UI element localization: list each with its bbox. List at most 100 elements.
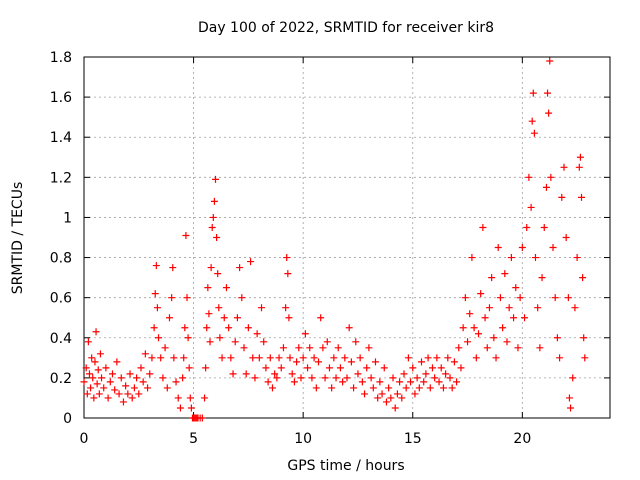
data-point: [247, 258, 255, 266]
data-point: [172, 378, 180, 386]
data-point: [310, 354, 318, 362]
data-point: [98, 374, 106, 382]
data-point: [96, 350, 104, 358]
data-point: [345, 324, 353, 332]
data-point: [424, 354, 432, 362]
data-point: [85, 370, 93, 378]
data-point: [565, 394, 573, 402]
data-point: [317, 314, 325, 322]
data-point: [122, 382, 130, 390]
data-point: [282, 304, 290, 312]
data-point: [538, 274, 546, 282]
data-point: [206, 338, 214, 346]
data-point: [400, 370, 408, 378]
data-point: [402, 384, 410, 392]
data-point: [253, 330, 261, 338]
data-point: [244, 324, 252, 332]
data-point: [100, 384, 108, 392]
data-point: [163, 384, 171, 392]
y-tick-label: 0.2: [50, 371, 72, 387]
data-point: [108, 370, 116, 378]
data-point: [470, 324, 478, 332]
y-tick-label: 1.4: [50, 130, 72, 146]
data-point: [92, 328, 100, 336]
data-point: [439, 384, 447, 392]
data-point: [115, 390, 123, 398]
data-point: [208, 223, 216, 231]
data-point: [203, 324, 211, 332]
data-point: [510, 314, 518, 322]
data-point: [215, 304, 223, 312]
data-point: [128, 394, 136, 402]
data-point: [382, 398, 390, 406]
data-point: [556, 354, 564, 362]
data-point: [393, 390, 401, 398]
data-point: [266, 354, 274, 362]
data-point: [398, 394, 406, 402]
data-point: [212, 175, 219, 183]
data-point: [90, 394, 98, 402]
y-tick-label: 0: [63, 411, 72, 427]
data-point: [352, 338, 360, 346]
y-tick-label: 1.6: [50, 90, 72, 106]
y-tick-label: 0.4: [50, 331, 72, 347]
data-point: [551, 294, 559, 302]
data-point: [155, 334, 163, 342]
x-tick-label: 15: [404, 431, 422, 447]
data-point: [89, 374, 97, 382]
data-point: [210, 197, 218, 205]
data-point: [180, 354, 188, 362]
data-point: [575, 163, 583, 171]
data-point: [319, 344, 327, 352]
data-point: [159, 374, 167, 382]
data-point: [222, 284, 230, 292]
data-point: [262, 364, 270, 372]
data-point: [182, 231, 190, 239]
data-point: [207, 264, 215, 272]
data-point: [347, 358, 355, 366]
data-point: [501, 270, 509, 278]
data-point: [268, 384, 276, 392]
data-point: [530, 129, 538, 137]
data-point: [418, 358, 426, 366]
data-point: [459, 324, 467, 332]
data-point: [503, 338, 511, 346]
data-point: [544, 89, 552, 97]
data-point: [214, 270, 222, 278]
data-points: [80, 57, 589, 422]
plot-frame: [83, 56, 611, 419]
data-point: [453, 378, 461, 386]
y-tick-label: 1.2: [50, 170, 72, 186]
data-point: [525, 173, 533, 181]
data-point: [225, 324, 233, 332]
data-point: [542, 183, 550, 191]
data-point: [490, 334, 498, 342]
data-point: [494, 244, 502, 252]
data-point: [144, 384, 152, 392]
data-point: [448, 384, 456, 392]
data-point: [374, 394, 382, 402]
data-point: [367, 374, 375, 382]
data-point: [562, 234, 570, 241]
data-point: [283, 254, 291, 262]
data-point: [564, 294, 572, 302]
grid-lines: [84, 57, 610, 418]
data-point: [102, 364, 110, 372]
data-point: [104, 394, 112, 402]
data-point: [350, 384, 358, 392]
data-point: [540, 223, 548, 231]
data-point: [339, 378, 347, 386]
data-point: [492, 354, 500, 362]
data-point: [514, 344, 522, 352]
x-tick-label: 0: [80, 431, 89, 447]
data-point: [279, 344, 287, 352]
data-point: [183, 294, 191, 302]
data-point: [472, 354, 480, 362]
data-point: [119, 398, 127, 406]
data-point: [516, 294, 524, 302]
data-point: [343, 374, 351, 382]
y-axis-label: SRMTID / TECUs: [10, 182, 26, 295]
data-point: [284, 270, 292, 278]
data-point: [481, 314, 489, 322]
